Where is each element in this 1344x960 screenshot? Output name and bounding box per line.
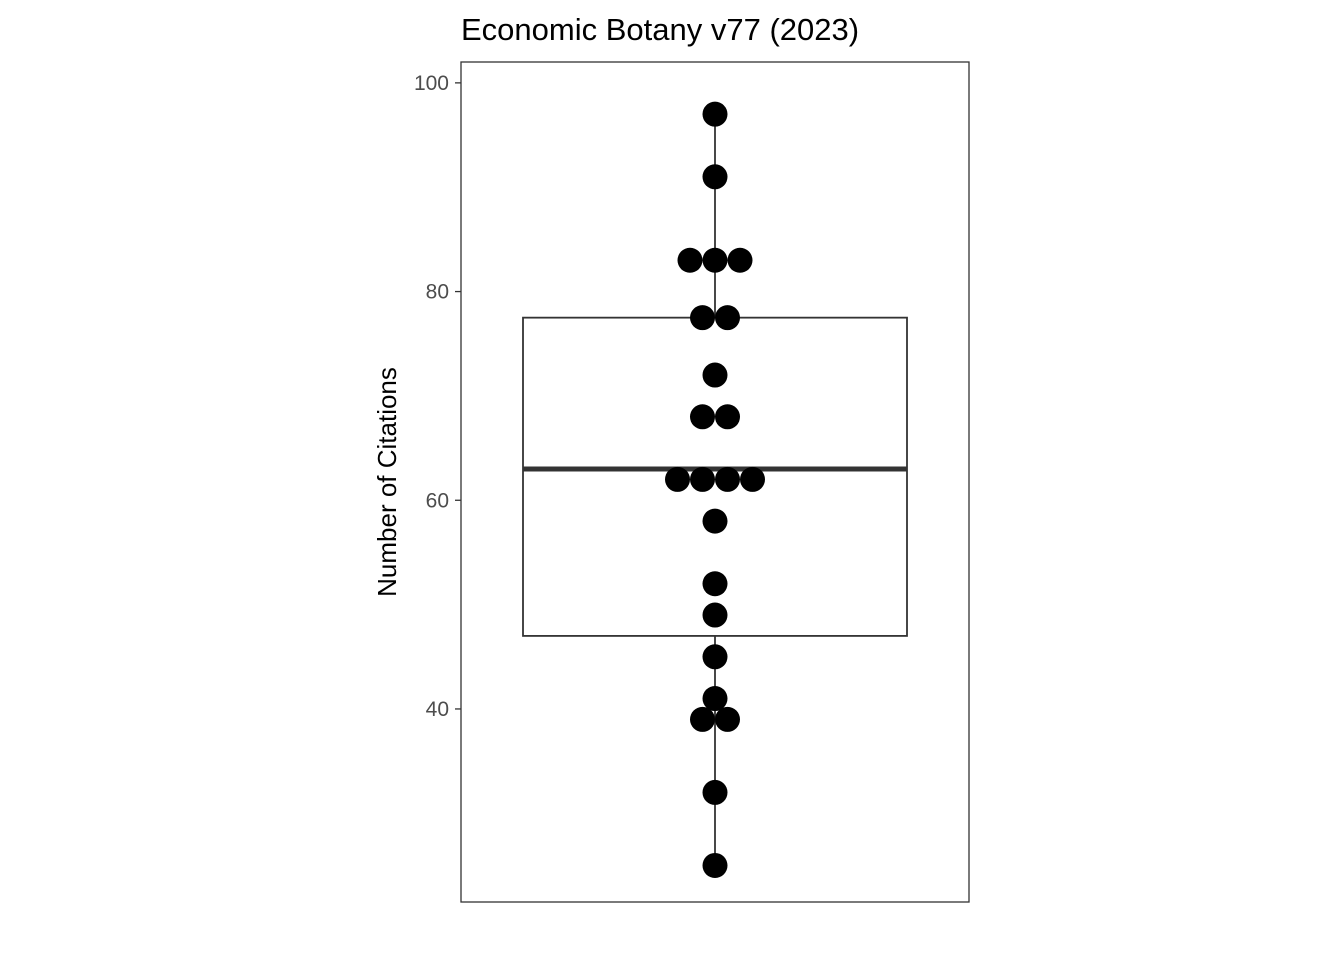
data-point	[702, 247, 728, 273]
y-tick-label: 80	[426, 281, 449, 304]
data-point	[702, 779, 728, 805]
data-point	[702, 644, 728, 670]
data-point	[702, 571, 728, 597]
chart-title: Economic Botany v77 (2023)	[461, 12, 859, 47]
data-point	[702, 362, 728, 388]
data-point	[702, 101, 728, 127]
data-point	[727, 247, 753, 273]
data-point	[690, 305, 715, 331]
data-point	[690, 466, 715, 492]
panel-border	[460, 61, 970, 903]
data-point	[677, 247, 703, 273]
y-tick-label: 60	[426, 489, 449, 512]
data-point	[715, 706, 740, 732]
data-point	[740, 466, 765, 492]
data-point	[690, 404, 715, 430]
data-point	[702, 602, 728, 628]
y-tick-label: 100	[414, 72, 449, 95]
data-point	[690, 706, 715, 732]
plot-area: 40 60 80 100	[414, 61, 970, 903]
data-point	[665, 466, 690, 492]
data-point	[702, 686, 728, 712]
y-tick-label: 40	[426, 698, 449, 721]
data-point	[715, 404, 740, 430]
data-point	[715, 305, 740, 331]
y-axis-label: Number of Citations	[372, 367, 402, 597]
data-point	[702, 164, 728, 190]
data-point	[715, 466, 740, 492]
data-point	[702, 852, 728, 878]
data-point	[702, 508, 728, 534]
